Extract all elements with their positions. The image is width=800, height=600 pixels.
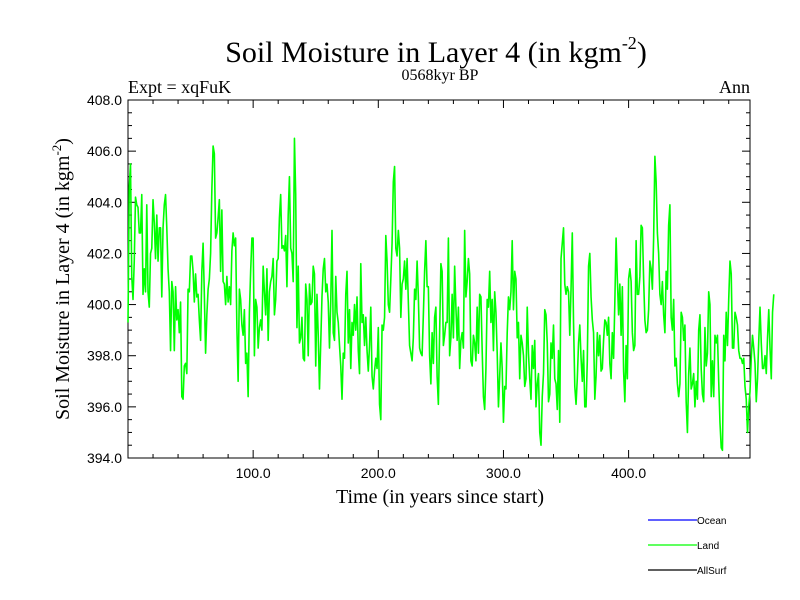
x-tick-label: 200.0 xyxy=(361,465,396,481)
legend-label-land: Land xyxy=(697,541,719,552)
subtitle-right: Ann xyxy=(719,77,750,97)
y-tick-label: 398.0 xyxy=(87,348,122,364)
chart-title: Soil Moisture in Layer 4 (in kgm-2) xyxy=(225,33,647,69)
x-tick-label: 300.0 xyxy=(486,465,521,481)
y-axis-label: Soil Moisture in Layer 4 (in kgm-2) xyxy=(49,138,74,420)
y-tick-label: 404.0 xyxy=(87,194,122,210)
series-group xyxy=(127,137,775,452)
legend: Ocean Land AllSurf xyxy=(648,516,727,577)
subtitle-left: Expt = xqFuK xyxy=(128,77,231,97)
subtitle-center: 0568kyr BP xyxy=(402,67,479,84)
y-tick-label: 402.0 xyxy=(87,245,122,261)
chart-title-close: ) xyxy=(637,36,647,69)
y-tick-label: 406.0 xyxy=(87,143,122,159)
y-tick-label: 394.0 xyxy=(87,450,122,466)
y-axis-label-superscript: -2 xyxy=(49,145,64,156)
series-line-land xyxy=(127,137,775,452)
y-tick-label: 400.0 xyxy=(87,297,122,313)
y-tick-label: 408.0 xyxy=(87,92,122,108)
y-tick-label: 396.0 xyxy=(87,399,122,415)
y-axis-label-close: ) xyxy=(52,138,74,145)
x-tick-label: 100.0 xyxy=(236,465,271,481)
x-axis: 100.0 200.0 300.0 400.0 xyxy=(152,100,730,481)
legend-label-ocean: Ocean xyxy=(697,516,726,527)
y-axis-label-main: Soil Moisture in Layer 4 (in kgm xyxy=(52,155,74,420)
legend-label-allsurf: AllSurf xyxy=(697,566,727,577)
chart-title-superscript: -2 xyxy=(622,33,637,53)
x-tick-label: 400.0 xyxy=(611,465,646,481)
chart-title-main: Soil Moisture in Layer 4 (in kgm xyxy=(225,36,622,69)
x-axis-label: Time (in years since start) xyxy=(336,486,544,508)
